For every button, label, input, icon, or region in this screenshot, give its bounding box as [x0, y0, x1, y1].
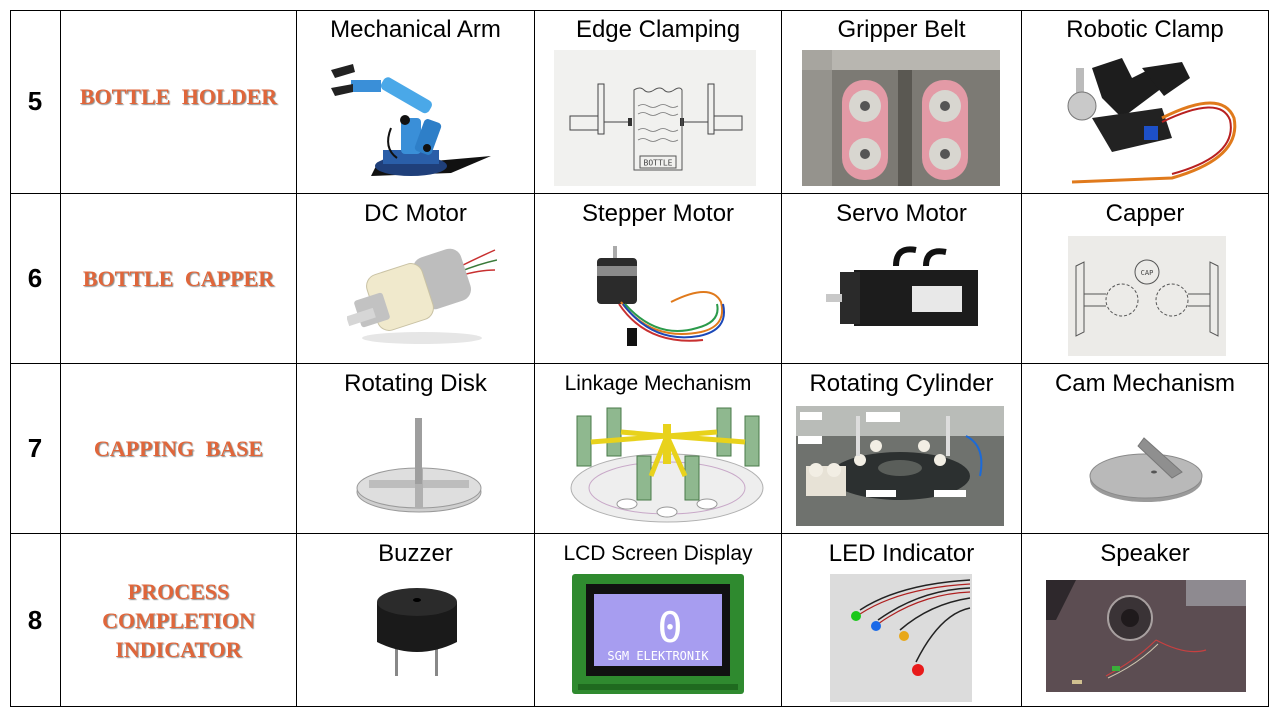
gripper-belt-image: [802, 50, 1000, 186]
category-line: INDICATOR: [115, 636, 242, 662]
option-title: Speaker: [1100, 540, 1190, 567]
category-line: PROCESS: [127, 578, 230, 604]
option-title: Edge Clamping: [575, 16, 741, 43]
option-title: LCD Screen Display: [563, 542, 753, 565]
category-label: BOTTLE CAPPER: [82, 266, 275, 291]
option-title: Rotating Cylinder: [809, 370, 994, 397]
led-indicator-image: [830, 574, 972, 702]
robotic-clamp-image: [1052, 48, 1242, 186]
option-title: Rotating Disk: [344, 370, 487, 397]
edge-clamping-sketch: BOTTLE: [554, 50, 756, 186]
row-number: 5: [27, 86, 43, 116]
cam-mechanism-image: [1086, 428, 1210, 512]
dc-motor-image: [347, 238, 497, 356]
sketch-label: BOTTLE: [644, 159, 673, 168]
option-cell: Gripper Belt: [782, 10, 1021, 193]
option-title: Buzzer: [378, 540, 453, 567]
capper-sketch: CAP: [1068, 236, 1226, 356]
option-title: Gripper Belt: [837, 16, 966, 43]
rotating-disk-image: [355, 414, 485, 520]
option-cell: Capper CAP: [1022, 194, 1268, 363]
option-cell: Linkage Mechanism: [535, 364, 781, 533]
lcd-big-digit: 0: [657, 603, 682, 652]
option-cell: Rotating Disk: [297, 364, 534, 533]
option-cell: DC Motor: [297, 194, 534, 363]
lcd-screen-image: 0 SGM ELEKTRONIK: [572, 574, 744, 694]
lcd-text: SGM ELEKTRONIK: [607, 649, 709, 663]
option-cell: Mechanical Arm: [297, 10, 534, 193]
speaker-image: [1046, 580, 1246, 692]
option-title: Linkage Mechanism: [564, 372, 752, 395]
option-cell: Robotic Clamp: [1022, 10, 1268, 193]
mechanical-arm-image: [331, 58, 496, 178]
row-number: 6: [27, 263, 43, 293]
option-cell: Speaker: [1022, 534, 1268, 706]
option-cell: Rotating Cylinder: [782, 364, 1021, 533]
option-cell: Cam Mechanism: [1022, 364, 1268, 533]
option-title: LED Indicator: [828, 540, 975, 567]
buzzer-image: [375, 584, 459, 678]
category-label: BOTTLE HOLDER: [79, 83, 278, 109]
servo-motor-image: [826, 246, 986, 346]
morphological-chart-table: 5 BOTTLE HOLDER Mechanical Arm Edge Clam…: [10, 10, 1269, 707]
option-cell: Servo Motor: [782, 194, 1021, 363]
option-cell: LED Indicator: [782, 534, 1021, 706]
category-label: PROCESS COMPLETION INDICATOR: [61, 534, 296, 706]
option-cell: Stepper Motor: [535, 194, 781, 363]
option-title: Servo Motor: [836, 200, 967, 227]
linkage-mechanism-image: [567, 406, 767, 526]
option-title: Robotic Clamp: [1066, 16, 1224, 43]
category-line: COMPLETION: [102, 607, 255, 633]
option-title: Capper: [1105, 200, 1185, 227]
option-cell: Buzzer: [297, 534, 534, 706]
stepper-motor-image: [591, 242, 731, 352]
row-number: 7: [27, 433, 43, 463]
option-cell: LCD Screen Display 0 SGM ELEKTRONIK: [535, 534, 781, 706]
sketch-label: CAP: [1141, 269, 1154, 277]
rotating-cylinder-image: [796, 406, 1004, 526]
option-title: Mechanical Arm: [330, 16, 501, 43]
option-title: Stepper Motor: [581, 200, 735, 227]
row-number: 8: [27, 604, 43, 635]
option-title: Cam Mechanism: [1054, 370, 1236, 397]
category-label: CAPPING BASE: [93, 436, 264, 461]
option-cell: Edge Clamping BOTTLE: [535, 10, 781, 193]
option-title: DC Motor: [364, 200, 467, 227]
